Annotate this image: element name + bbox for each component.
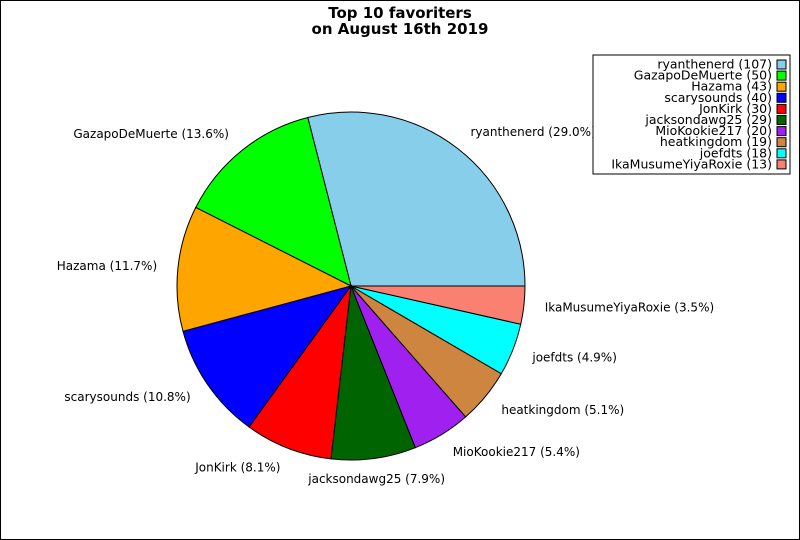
- slice-label-hazama: Hazama (11.7%): [57, 259, 157, 273]
- legend-label-heatkingdom: heatkingdom (19): [660, 134, 772, 149]
- legend-items: ryanthenerd (107)GazapoDeMuerte (50)Haza…: [611, 57, 787, 171]
- legend-swatch-ryanthenerd: [776, 59, 787, 70]
- legend-swatch-heatkingdom: [776, 137, 787, 148]
- legend-swatch-gazapodemuerte: [776, 70, 787, 81]
- pie-slice-hazama: [176, 206, 353, 333]
- slice-label-heatkingdom: heatkingdom (5.1%): [501, 403, 624, 417]
- pie-slice-gazapodemuerte: [195, 116, 352, 287]
- pie-slices: [176, 111, 526, 461]
- legend-label-ikamusumeyiyaroxie: IkaMusumeYiyaRoxie (13): [611, 156, 772, 171]
- slice-label-jonkirk: JonKirk (8.1%): [194, 461, 280, 475]
- legend-label-hazama: Hazama (43): [691, 79, 772, 94]
- pie-slice-ikamusumeyiyaroxie: [350, 285, 526, 325]
- pie-slice-jonkirk: [248, 284, 352, 460]
- legend-swatch-jacksondawg25: [776, 115, 787, 125]
- pie-slice-ryanthenerd: [307, 111, 526, 287]
- legend-label-ryanthenerd: ryanthenerd (107): [657, 57, 772, 72]
- legend-swatch-joefdts: [776, 148, 787, 159]
- legend-swatch-miokookie217: [776, 126, 787, 137]
- chart-title-line-1: Top 10 favoriters: [328, 4, 472, 22]
- chart-title-line-2: on August 16th 2019: [312, 20, 489, 38]
- legend-label-jonkirk: JonKirk (30): [698, 101, 772, 116]
- pie-slice-scarysounds: [182, 285, 353, 428]
- slice-label-joefdts: joefdts (4.9%): [531, 350, 617, 364]
- legend-label-scarysounds: scarysounds (40): [664, 90, 772, 105]
- slice-labels: ryanthenerd (29.0%) GazapoDeMuerte (13.6%…: [57, 125, 714, 486]
- slice-label-gazapodemuerte: GazapoDeMuerte (13.6%): [73, 127, 229, 141]
- legend-swatch-scarysounds: [776, 92, 787, 103]
- slice-label-scarysounds: scarysounds (10.8%): [64, 390, 190, 404]
- slice-label-jacksondawg25: jacksondawg25 (7.9%): [307, 472, 445, 486]
- slice-label-ryanthenerd: ryanthenerd (29.0%): [470, 125, 595, 139]
- legend-swatch-hazama: [776, 81, 787, 92]
- legend-box: [592, 54, 791, 175]
- legend-label-joefdts: joefdts (18): [699, 145, 772, 160]
- legend-label-miokookie217: MioKookie217 (20): [655, 123, 772, 138]
- slice-label-miokookie217: MioKookie217 (5.4%): [453, 445, 580, 459]
- legend-label-jacksondawg25: jacksondawg25 (29): [644, 112, 772, 127]
- legend-label-gazapodemuerte: GazapoDeMuerte (50): [634, 68, 772, 83]
- legend-swatch-ikamusumeyiyaroxie: [776, 159, 787, 170]
- legend: ryanthenerd (107)GazapoDeMuerte (50)Haza…: [592, 54, 791, 175]
- legend-swatch-jonkirk: [776, 103, 787, 114]
- slice-label-ikamusumeyiyaroxie: IkaMusumeYiyaRoxie (3.5%): [545, 301, 714, 315]
